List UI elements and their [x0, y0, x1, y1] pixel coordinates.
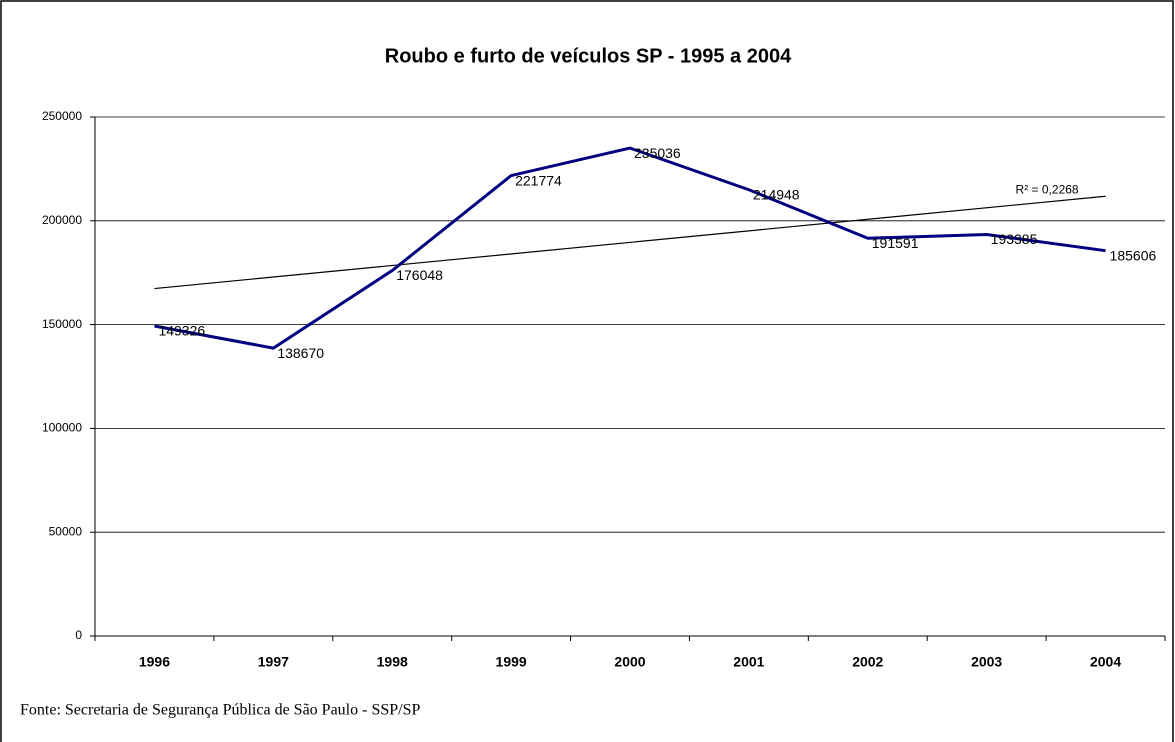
x-tick-label: 1998 [377, 654, 408, 670]
data-label: 176048 [396, 267, 443, 283]
x-tick-label: 1997 [258, 654, 289, 670]
y-tick-label: 250000 [42, 109, 82, 123]
trendline [154, 195, 1106, 290]
y-tick-label: 0 [75, 628, 82, 642]
data-label: 193385 [991, 231, 1038, 247]
y-tick-label: 50000 [49, 524, 83, 538]
x-tick-label: 2002 [852, 654, 883, 670]
x-tick-label: 1999 [496, 654, 527, 670]
x-tick-label: 2001 [733, 654, 764, 670]
data-label: 214948 [753, 186, 800, 202]
x-tick-label: 2000 [614, 654, 645, 670]
x-tick-label: 1996 [139, 654, 170, 670]
x-tick-label: 2004 [1090, 654, 1121, 670]
data-label: 185606 [1110, 247, 1157, 263]
y-tick-label: 100000 [42, 421, 82, 435]
data-label: 191591 [872, 235, 919, 251]
y-tick-label: 200000 [42, 213, 82, 227]
data-line [154, 146, 1106, 350]
source-note: Fonte: Secretaria de Segurança Pública d… [20, 702, 420, 719]
chart-title: Roubo e furto de veículos SP - 1995 a 20… [385, 45, 792, 67]
data-label: 149326 [158, 323, 205, 339]
y-tick-label: 150000 [42, 317, 82, 331]
data-label: 138670 [277, 345, 324, 361]
data-label: 221774 [515, 172, 562, 188]
data-label: 235036 [634, 145, 681, 161]
trendline-label: R² = 0,2268 [1016, 182, 1079, 196]
x-tick-label: 2003 [971, 654, 1002, 670]
